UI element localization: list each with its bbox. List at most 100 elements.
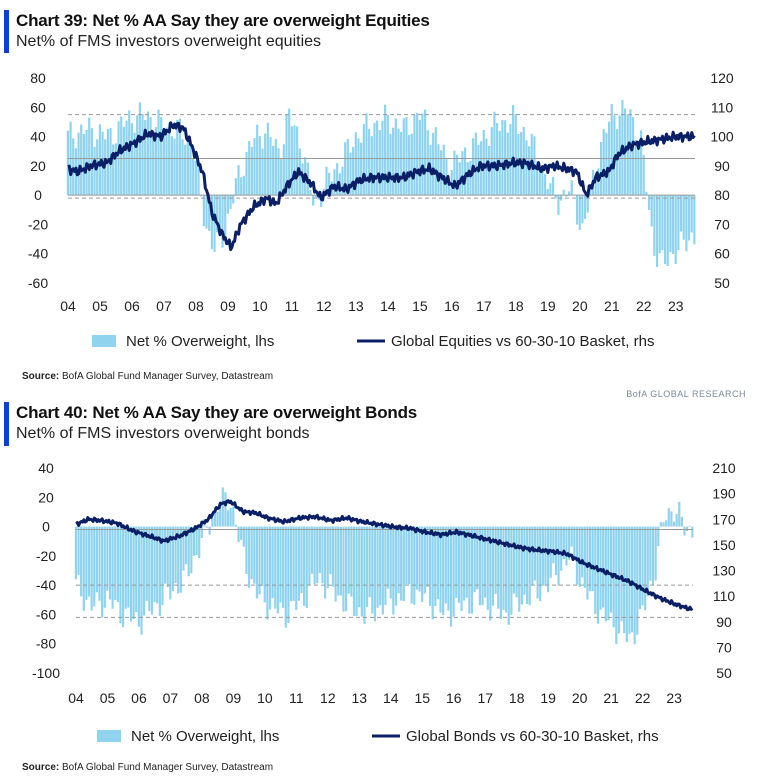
bar [591, 526, 594, 592]
bar [486, 526, 489, 610]
bar [181, 139, 184, 196]
bar [456, 154, 459, 196]
bar [476, 526, 479, 590]
bar [562, 189, 565, 196]
bar [638, 526, 642, 610]
bar [140, 526, 143, 635]
bar [544, 526, 547, 586]
x-tick-label: 10 [252, 298, 268, 314]
chart-39-svg: 80 60 40 20 0 -20 -40 -60 120 110 100 90 80 70 60 50 04 0… [28, 70, 734, 350]
bar [93, 146, 96, 196]
bar [213, 506, 217, 527]
bar [376, 120, 379, 196]
bar [358, 526, 361, 608]
bar [583, 526, 586, 588]
bar [583, 195, 587, 219]
bar [282, 144, 285, 196]
bar [226, 510, 230, 527]
bar [328, 172, 331, 196]
bar [659, 522, 662, 527]
x-tick-label: 23 [666, 690, 682, 706]
bar [365, 113, 368, 196]
x-tick-label: 15 [414, 690, 430, 706]
bar [368, 526, 371, 598]
y-right-tick-label: 80 [714, 187, 730, 203]
bar [691, 526, 694, 538]
bar [355, 526, 358, 617]
bar [549, 183, 552, 196]
bar [72, 138, 75, 196]
bar [626, 114, 629, 196]
bar [565, 195, 568, 197]
bar [650, 195, 653, 227]
x-tick-label: 07 [156, 298, 172, 314]
chart-title: Chart 39: Net % AA Say they are overweig… [16, 11, 430, 30]
bar [368, 129, 371, 196]
source-label: Source: [22, 371, 60, 382]
x-tick-label: 06 [124, 298, 140, 314]
x-tick-label: 11 [289, 690, 304, 706]
bar [133, 132, 136, 196]
bar [670, 511, 673, 527]
series-line [67, 121, 696, 252]
y-left-tick-label: -60 [28, 275, 48, 291]
bar [639, 130, 643, 196]
bar [674, 195, 677, 264]
bar [279, 526, 282, 603]
bar [631, 117, 635, 196]
bar [274, 138, 277, 196]
bar [253, 138, 256, 196]
bar [636, 526, 639, 635]
bar [605, 132, 608, 196]
bar [221, 195, 224, 248]
y-left-tick-label: 20 [38, 489, 54, 505]
bar [541, 165, 544, 196]
bar [494, 526, 497, 595]
bar [297, 526, 300, 601]
legend-line-label: Global Equities vs 60-30-10 Basket, rhs [391, 333, 654, 350]
source-text: BofA Global Fund Manager Survey, Datastr… [62, 762, 274, 773]
y-right-tick-label: 110 [713, 588, 736, 604]
x-tick-label: 16 [446, 690, 462, 706]
bar [80, 124, 83, 196]
bar [144, 120, 147, 196]
x-tick-label: 14 [383, 690, 399, 706]
x-tick-label: 17 [477, 690, 493, 706]
bar [646, 526, 649, 597]
bar [170, 136, 173, 196]
bar [538, 172, 541, 196]
bar [226, 195, 229, 214]
bar [405, 526, 408, 585]
y-right-tick-label: 110 [711, 99, 734, 115]
bar [397, 526, 400, 594]
bar [440, 150, 443, 196]
bar [578, 526, 581, 587]
bar [410, 526, 413, 604]
x-tick-label: 04 [60, 298, 76, 314]
bar [321, 526, 324, 584]
bar [473, 526, 476, 593]
bar [570, 180, 573, 196]
bar [671, 195, 675, 255]
x-tick-label: 21 [604, 298, 620, 314]
bar [242, 526, 245, 547]
bar [363, 526, 366, 624]
y-right-tick-label: 120 [710, 70, 734, 86]
bar [394, 118, 397, 196]
bar [190, 526, 193, 574]
bar [205, 195, 208, 229]
bar [240, 526, 243, 540]
bar [644, 526, 647, 611]
bar [242, 175, 245, 196]
bar [381, 120, 384, 196]
bar [525, 140, 528, 196]
bar [663, 195, 667, 265]
bar [135, 526, 138, 613]
bar [305, 526, 308, 609]
bar [669, 195, 672, 253]
bar [237, 526, 240, 543]
bar [654, 526, 657, 581]
bar [503, 120, 507, 196]
bar [501, 119, 504, 196]
bar [434, 526, 437, 607]
